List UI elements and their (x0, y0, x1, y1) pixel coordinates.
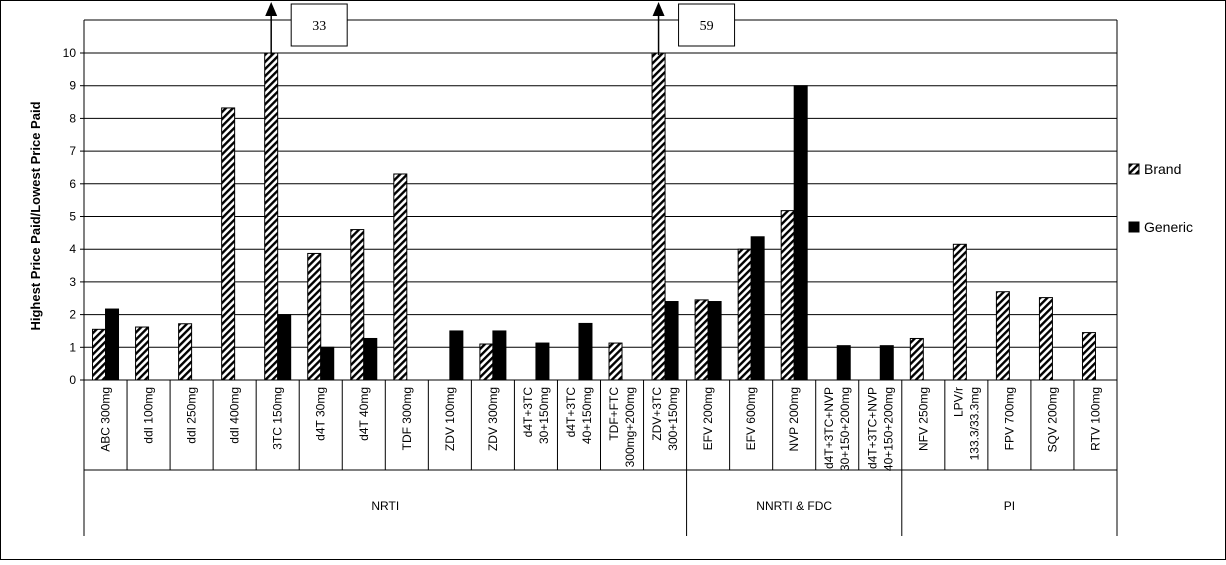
y-tick-label-1: 1 (69, 340, 76, 354)
y-tick-label-3: 3 (69, 275, 76, 289)
bar-brand (221, 107, 236, 381)
bar-brand (135, 326, 150, 381)
bar-brand (178, 323, 193, 381)
bar-brand (92, 328, 107, 381)
category-label: ZDV+3TC (650, 387, 664, 441)
annotation-label: 59 (700, 19, 714, 34)
bar-generic (879, 345, 894, 381)
category-label: ZDV 300mg (486, 387, 500, 451)
category-label: ddI 250mg (185, 387, 199, 444)
bar-brand (780, 210, 795, 381)
category-label: 300mg+200mg (623, 387, 637, 467)
gridlines (84, 19, 1118, 380)
category-label: ddI 100mg (142, 387, 156, 444)
bar-generic (836, 345, 851, 381)
y-tick-label-0: 0 (69, 373, 76, 387)
category-label: LPV/r (951, 387, 965, 417)
annotation-label: 33 (312, 19, 326, 34)
bar-brand (694, 299, 709, 381)
y-tick-label-2: 2 (69, 308, 76, 322)
category-label: d4T 30mg (314, 387, 328, 441)
group-label: NNRTI & FDC (756, 499, 832, 513)
category-label: ABC 300mg (99, 387, 113, 452)
annotation-box (678, 3, 736, 47)
category-label: ddI 400mg (228, 387, 242, 444)
category-label: 133.3/33.3mg (967, 387, 981, 460)
y-tick-label-7: 7 (69, 144, 76, 158)
category-label: 40+150mg (580, 387, 594, 444)
category-label: TDF 300mg (400, 387, 414, 450)
category-label: SQV 200mg (1045, 387, 1059, 452)
y-tick-label-10: 10 (63, 46, 77, 60)
bar-generic (363, 337, 378, 381)
bar-generic (578, 322, 593, 381)
legend: Brand Generic (1128, 161, 1193, 235)
category-label: NVP 200mg (787, 387, 801, 451)
category-label: EFV 600mg (744, 387, 758, 450)
category-label: d4T+3TC+NVP (865, 387, 879, 469)
category-label: d4T 40mg (357, 387, 371, 441)
y-tick-label-8: 8 (69, 111, 76, 125)
legend-label-brand: Brand (1144, 161, 1181, 177)
bar-brand (1038, 297, 1053, 381)
legend-swatch-brand (1128, 163, 1140, 175)
bar-generic (664, 301, 679, 381)
bar-brand (608, 342, 623, 381)
category-label: d4T+3TC+NVP (822, 387, 836, 469)
bar-brand (952, 243, 967, 381)
category-label: 300+150mg (666, 387, 680, 451)
bar-brand (264, 52, 279, 381)
bar-generic (320, 346, 335, 381)
category-labels: ABC 300mg ddI 100mg ddI 250mg ddI 400mg 3TC … (99, 387, 1103, 513)
category-label: ZDV 100mg (443, 387, 457, 451)
category-label: 3TC 150mg (271, 387, 285, 450)
bar-generic (277, 314, 292, 381)
bar-generic (535, 342, 550, 381)
bar-generic (707, 301, 722, 381)
bar-generic (449, 330, 464, 381)
y-tick-label-4: 4 (69, 242, 76, 256)
bar-brand (393, 173, 408, 381)
bar-brand (350, 229, 365, 381)
category-label: NFV 250mg (916, 387, 930, 451)
category-label: d4T+3TC (521, 387, 535, 438)
bar-generic (105, 308, 120, 381)
bar-brand (651, 52, 666, 381)
group-label: PI (1004, 499, 1015, 513)
y-tick-label-5: 5 (69, 210, 76, 224)
annotation-arrow-head (652, 2, 665, 16)
category-label: 30+150+200mg (838, 387, 852, 471)
category-label: FPV 700mg (1002, 387, 1016, 450)
category-label: TDF+FTC (607, 387, 621, 441)
legend-swatch-generic (1128, 221, 1140, 233)
bar-brand (479, 343, 494, 381)
bars (92, 52, 1096, 381)
category-label: 30+150mg (537, 387, 551, 444)
bar-brand (307, 252, 322, 381)
axes: 0 1 2 3 4 5 6 7 8 9 10 (63, 20, 1118, 536)
bar-generic (492, 330, 507, 381)
bar-brand (1081, 332, 1096, 381)
category-label: RTV 100mg (1088, 387, 1102, 451)
category-label: 40+150+200mg (881, 387, 895, 471)
category-label: d4T+3TC (564, 387, 578, 438)
y-tick-label-9: 9 (69, 79, 76, 93)
bar-brand (909, 337, 924, 381)
bar-generic (793, 85, 808, 381)
group-label: NRTI (371, 499, 399, 513)
annotation-box (290, 3, 348, 47)
annotations: 33 59 (265, 2, 736, 55)
bar-brand (737, 248, 752, 381)
category-label: EFV 200mg (701, 387, 715, 450)
annotation-arrow-head (265, 2, 278, 16)
legend-label-generic: Generic (1144, 219, 1193, 235)
bar-generic (750, 236, 765, 381)
y-tick-label-6: 6 (69, 177, 76, 191)
y-axis-title: Highest Price Paid/Lowest Price Paid (28, 101, 43, 330)
bar-brand (995, 291, 1010, 381)
